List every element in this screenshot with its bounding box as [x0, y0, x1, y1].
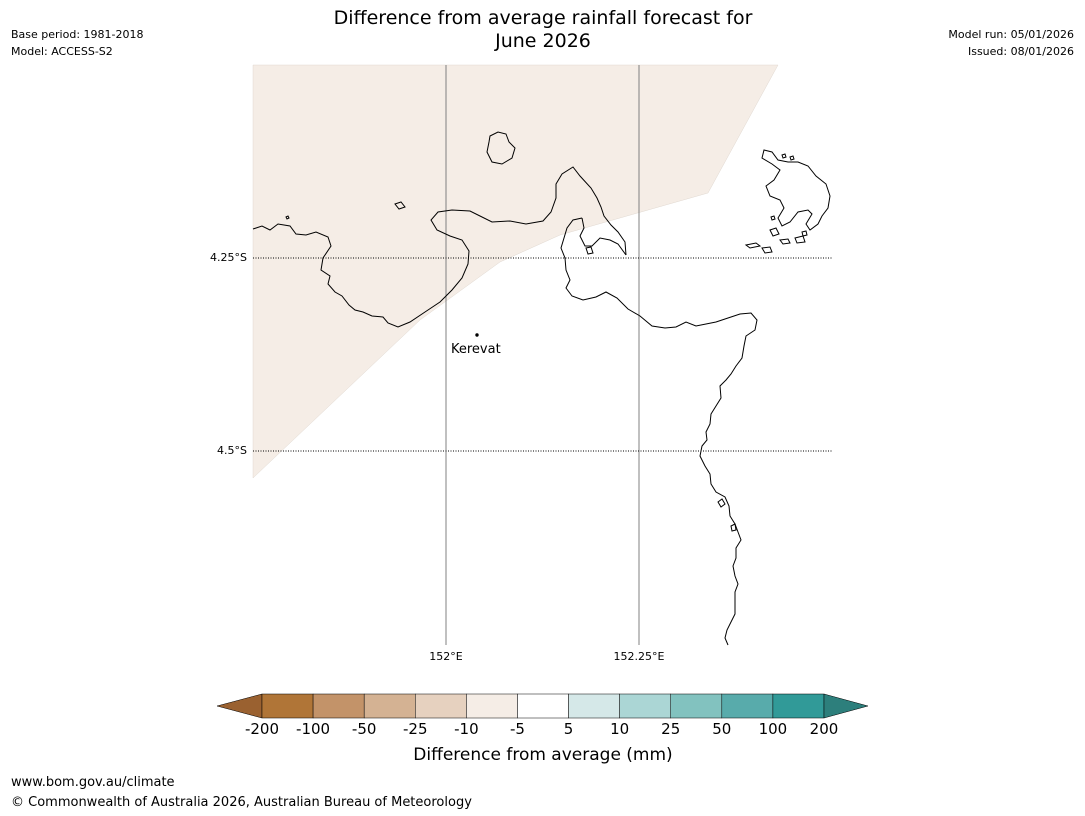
colorbar-tick-label: 200 [809, 720, 839, 738]
colorbar-segment [312, 693, 365, 719]
island-outline [730, 523, 737, 532]
colorbar-segment [517, 693, 569, 719]
colorbar-tick-label: 50 [712, 720, 732, 738]
island-outline [744, 242, 762, 249]
island-outline [781, 153, 787, 159]
coastline [560, 217, 758, 646]
colorbar-tick-label: -50 [351, 720, 377, 738]
kerevat-marker [475, 333, 479, 337]
colorbar-label: Difference from average (mm) [413, 745, 673, 765]
metadata-right: Model run: 05/01/2026 Issued: 08/01/2026 [948, 26, 1074, 60]
island-outline [801, 230, 808, 237]
island-outline [761, 149, 831, 231]
metadata-left: Base period: 1981-2018 Model: ACCESS-S2 [11, 26, 143, 60]
colorbar-segment [415, 693, 467, 719]
island-outline [769, 227, 780, 237]
map-title: Difference from average rainfall forecas… [243, 7, 843, 53]
island-outline [770, 215, 776, 221]
island-outline [394, 201, 406, 210]
colorbar-tick-label: -200 [244, 720, 280, 738]
colorbar-segment [721, 693, 774, 719]
island-outline [779, 238, 791, 245]
island-outline [717, 498, 726, 508]
colorbar-segment [619, 693, 671, 719]
colorbar-extend-high [823, 693, 869, 719]
colorbar-segment [568, 693, 620, 719]
rainfall-category-region [252, 64, 779, 479]
island-outline [789, 155, 795, 161]
footer-copyright: © Commonwealth of Australia 2026, Austra… [11, 795, 472, 810]
colorbar-tick-label: -10 [454, 720, 479, 738]
colorbar-tick-label: -100 [296, 720, 331, 738]
colorbar-tick-label: 100 [758, 720, 788, 738]
colorbar-tick-label: -5 [509, 720, 525, 738]
issued-text: Issued: 08/01/2026 [967, 45, 1074, 58]
colorbar-segment [670, 693, 723, 719]
island-outline [285, 215, 290, 220]
title-line-1: Difference from average rainfall forecas… [333, 7, 753, 29]
colorbar-tick-label: 10 [610, 720, 630, 738]
coastline [252, 166, 627, 328]
base-period-text: Base period: 1981-2018 [11, 28, 144, 41]
longitude-label: 152.25°E [613, 650, 665, 663]
island-outline [486, 131, 516, 165]
colorbar-tick-label: -25 [403, 720, 428, 738]
title-line-2: June 2026 [495, 30, 591, 52]
colorbar-tick-label: 5 [563, 720, 574, 738]
place-label-kerevat: Kerevat [451, 342, 501, 357]
colorbar-segment [772, 693, 825, 719]
island-outline [585, 246, 594, 255]
colorbar-segment [363, 693, 416, 719]
colorbar-tick-label: 25 [661, 720, 681, 738]
footer-url[interactable]: www.bom.gov.au/climate [11, 775, 175, 790]
island-outline [761, 246, 773, 254]
colorbar-segment [466, 693, 518, 719]
latitude-label: 4.25°S [210, 251, 247, 264]
colorbar-extend-low [216, 693, 263, 719]
colorbar-segment [261, 693, 314, 719]
coastline [579, 217, 627, 256]
longitude-label: 152°E [429, 650, 463, 663]
latitude-label: 4.5°S [217, 444, 247, 457]
island-outline [794, 235, 806, 244]
model-run-text: Model run: 05/01/2026 [948, 28, 1074, 41]
model-text: Model: ACCESS-S2 [11, 45, 113, 58]
